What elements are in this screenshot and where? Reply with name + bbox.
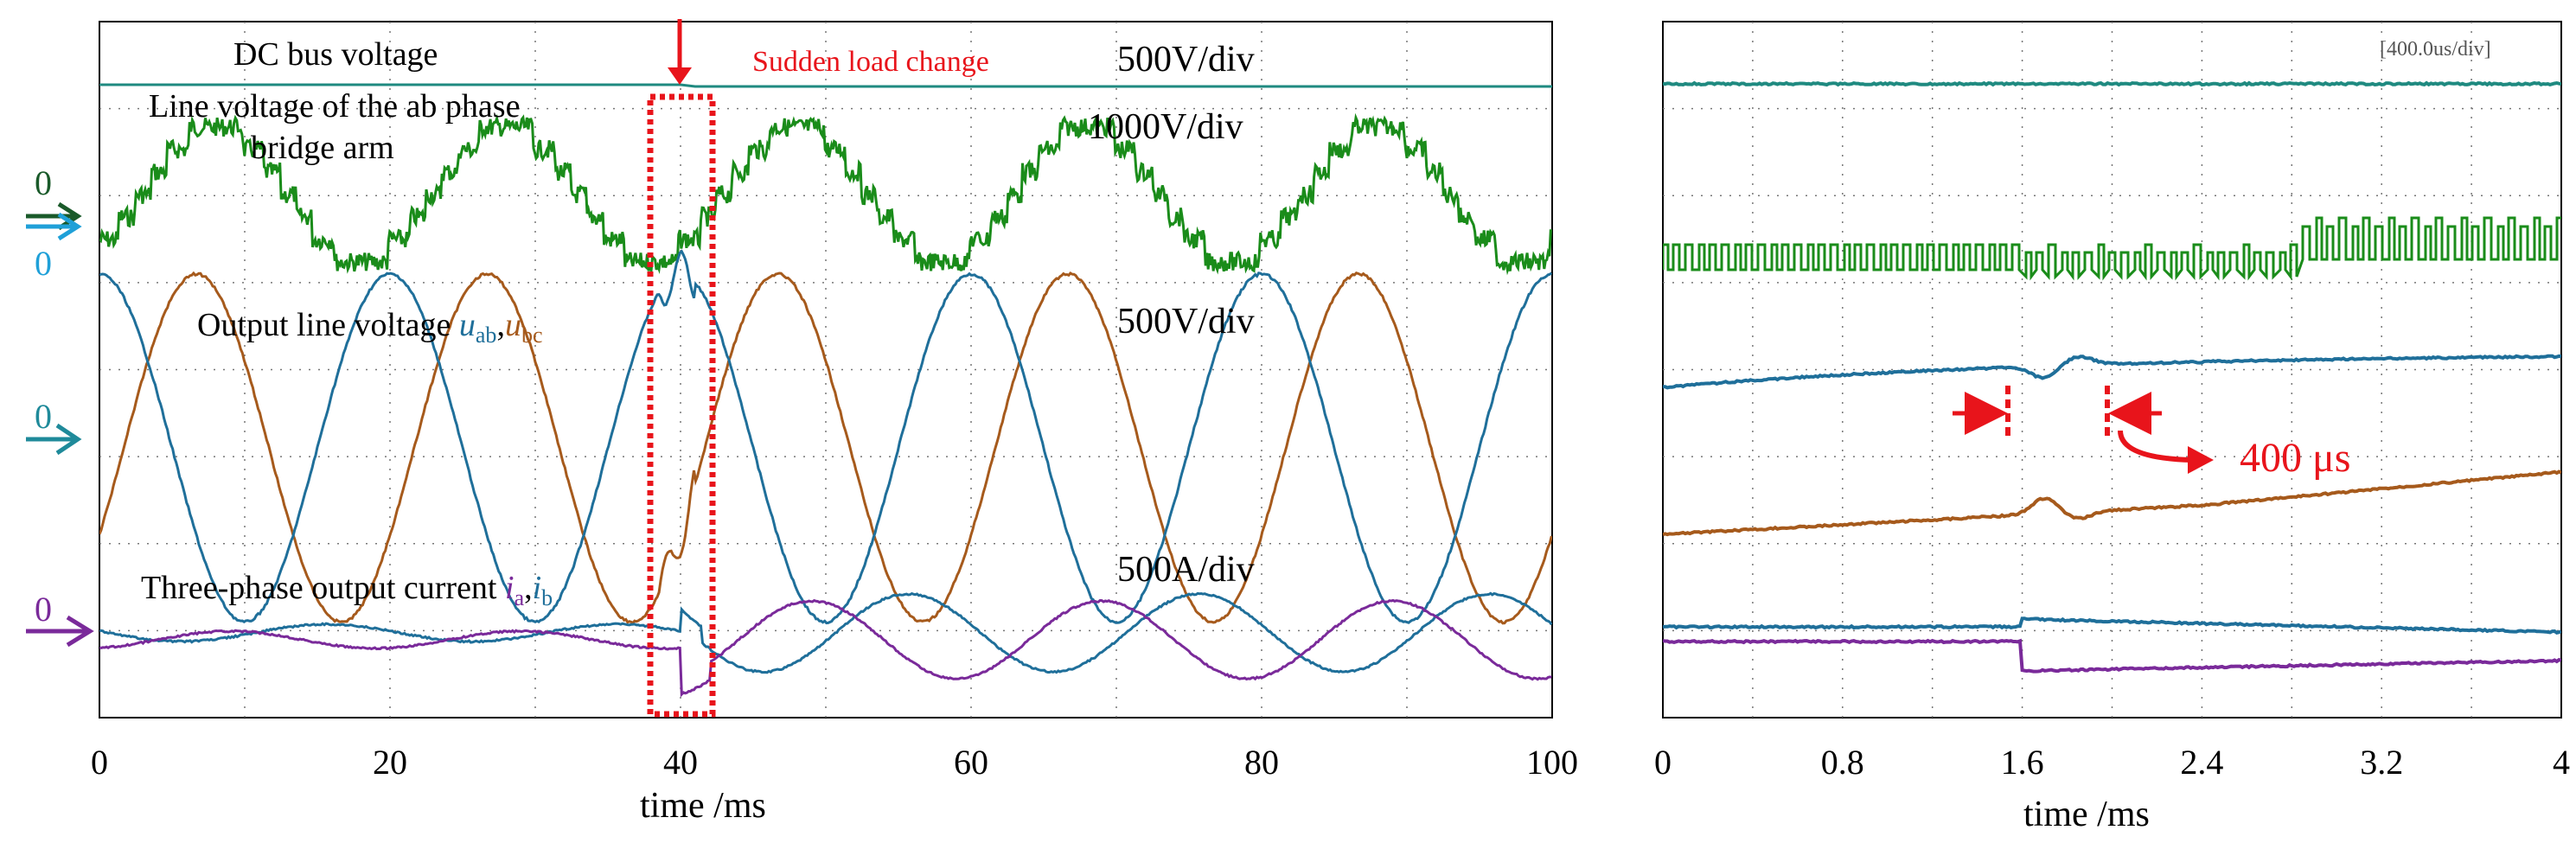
interval-annotation: 400 μs bbox=[1953, 386, 2350, 481]
channel-scale-output-voltage: 500V/div bbox=[1117, 302, 1255, 342]
interval-curved-arrow-head bbox=[2188, 446, 2214, 474]
x-tick-label: 60 bbox=[954, 743, 988, 782]
series-ia bbox=[99, 598, 1552, 698]
x-tick-label: 20 bbox=[373, 743, 407, 782]
right-x-axis-label: time /ms bbox=[2023, 795, 2150, 834]
x-tick-label: 2.4 bbox=[2180, 743, 2223, 782]
x-tick-label: 3.2 bbox=[2360, 743, 2403, 782]
zero-arrow-output-voltage bbox=[26, 423, 82, 456]
series-uab bbox=[99, 249, 1552, 625]
left-panel: Sudden load change DC bus voltage 500V/d… bbox=[26, 19, 1578, 826]
right-x-ticks: 0 0.8 1.6 2.4 3.2 4 bbox=[1654, 743, 2570, 782]
x-tick-label: 40 bbox=[663, 743, 698, 782]
event-label: Sudden load change bbox=[752, 46, 989, 78]
right-series-ib bbox=[1663, 616, 2561, 635]
x-tick-label: 0 bbox=[1654, 743, 1672, 782]
zero-marker-bridge-arm: 0 bbox=[35, 163, 52, 202]
right-series-uab bbox=[1663, 354, 2561, 390]
zero-arrow-bridge-arm bbox=[26, 201, 82, 231]
series-ib bbox=[99, 591, 1552, 674]
zero-marker-output-current: 0 bbox=[35, 590, 52, 629]
zero-marker-output-voltage: 0 bbox=[35, 397, 52, 436]
channel-scale-bridge-arm: 1000V/div bbox=[1088, 107, 1243, 147]
channel-title-bridge-arm-line2: bridge arm bbox=[251, 130, 394, 166]
right-series-bridge-arm-pwm bbox=[1663, 216, 2561, 281]
right-series-ubc bbox=[1663, 469, 2561, 537]
right-series-dc-bus bbox=[1663, 80, 2561, 87]
x-tick-label: 0.8 bbox=[1821, 743, 1864, 782]
timebase-readout: [400.0us/div] bbox=[2380, 38, 2491, 61]
x-tick-label: 100 bbox=[1526, 743, 1578, 782]
interval-curved-arrow bbox=[2118, 430, 2193, 463]
left-x-axis-label: time /ms bbox=[640, 786, 766, 826]
series-ab-bridge-arm-voltage bbox=[99, 112, 1552, 276]
channel-title-output-current: Three-phase output current ia,ib bbox=[141, 570, 553, 610]
zero-arrow-dc-bus bbox=[26, 212, 82, 241]
zero-marker-dc-bus: 0 bbox=[35, 244, 52, 283]
series-dc-bus bbox=[99, 83, 1552, 88]
event-arrow-head bbox=[668, 67, 692, 85]
channel-title-bridge-arm: Line voltage of the ab phase bbox=[149, 88, 520, 125]
right-plot-frame bbox=[1662, 21, 2562, 718]
interval-label: 400 μs bbox=[2240, 435, 2350, 481]
channel-scale-dc-bus: 500V/div bbox=[1117, 40, 1255, 80]
zero-arrow-output-current bbox=[26, 615, 94, 648]
event-highlight-box bbox=[647, 93, 716, 718]
channel-scale-output-current: 500A/div bbox=[1117, 550, 1255, 590]
x-tick-label: 1.6 bbox=[2001, 743, 2044, 782]
x-tick-label: 80 bbox=[1244, 743, 1279, 782]
right-series-ia bbox=[1663, 638, 2561, 674]
right-panel: [400.0us/div] 400 μs 0 0.8 1.6 2.4 3.2 4 time… bbox=[1654, 21, 2570, 834]
left-x-ticks: 0 20 40 60 80 100 bbox=[91, 743, 1578, 782]
x-tick-label: 0 bbox=[91, 743, 108, 782]
channel-title-dc-bus: DC bus voltage bbox=[233, 36, 438, 73]
x-tick-label: 4 bbox=[2553, 743, 2570, 782]
channel-title-output-voltage: Output line voltage uab,ubc bbox=[197, 307, 542, 348]
left-plot-frame bbox=[99, 21, 1553, 718]
